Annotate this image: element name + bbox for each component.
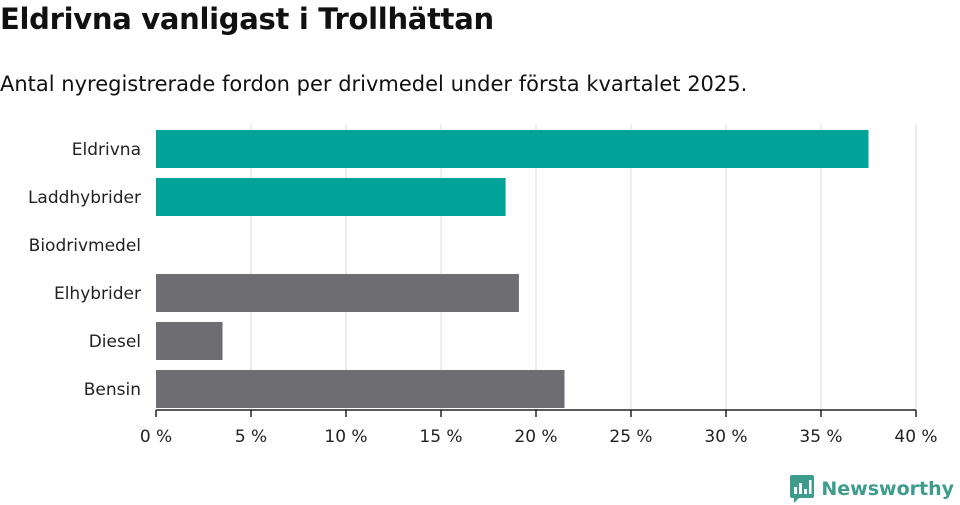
bar-elhybrider (156, 274, 519, 312)
x-tick-label: 5 % (235, 427, 267, 447)
category-labels: Eldrivna Laddhybrider Biodrivmedel Elhybrid… (28, 140, 141, 400)
grid-lines (250, 124, 917, 410)
chart-title: Eldrivna vanligast i Trollhättan (0, 2, 494, 36)
category-label: Laddhybrider (28, 188, 141, 208)
newsworthy-logo[interactable]: Newsworthy (789, 474, 954, 504)
bar-bensin (156, 370, 565, 408)
x-tick-label: 15 % (419, 427, 462, 447)
category-label: Elhybrider (54, 284, 141, 304)
x-tick-label: 20 % (514, 427, 557, 447)
x-tick-label: 35 % (799, 427, 842, 447)
x-tick-label: 25 % (609, 427, 652, 447)
x-tick-label: 30 % (704, 427, 747, 447)
bars (156, 130, 869, 408)
bar-eldrivna (156, 130, 869, 168)
newsworthy-logo-icon (790, 475, 815, 503)
chart-subtitle: Antal nyregistrerade fordon per drivmede… (0, 72, 748, 96)
bar-diesel (156, 322, 223, 360)
category-label: Biodrivmedel (29, 236, 141, 256)
x-tick-label: 10 % (324, 427, 367, 447)
newsworthy-logo-text: Newsworthy (821, 478, 954, 500)
category-label: Bensin (84, 380, 141, 400)
x-axis: 0 % 5 % 10 % 15 % 20 % 25 % 30 % 35 % 40 % (140, 409, 938, 447)
x-tick-label: 0 % (140, 427, 172, 447)
category-label: Eldrivna (72, 140, 141, 160)
category-label: Diesel (89, 332, 141, 352)
bar-laddhybrider (156, 178, 506, 216)
x-tick-label: 40 % (894, 427, 937, 447)
